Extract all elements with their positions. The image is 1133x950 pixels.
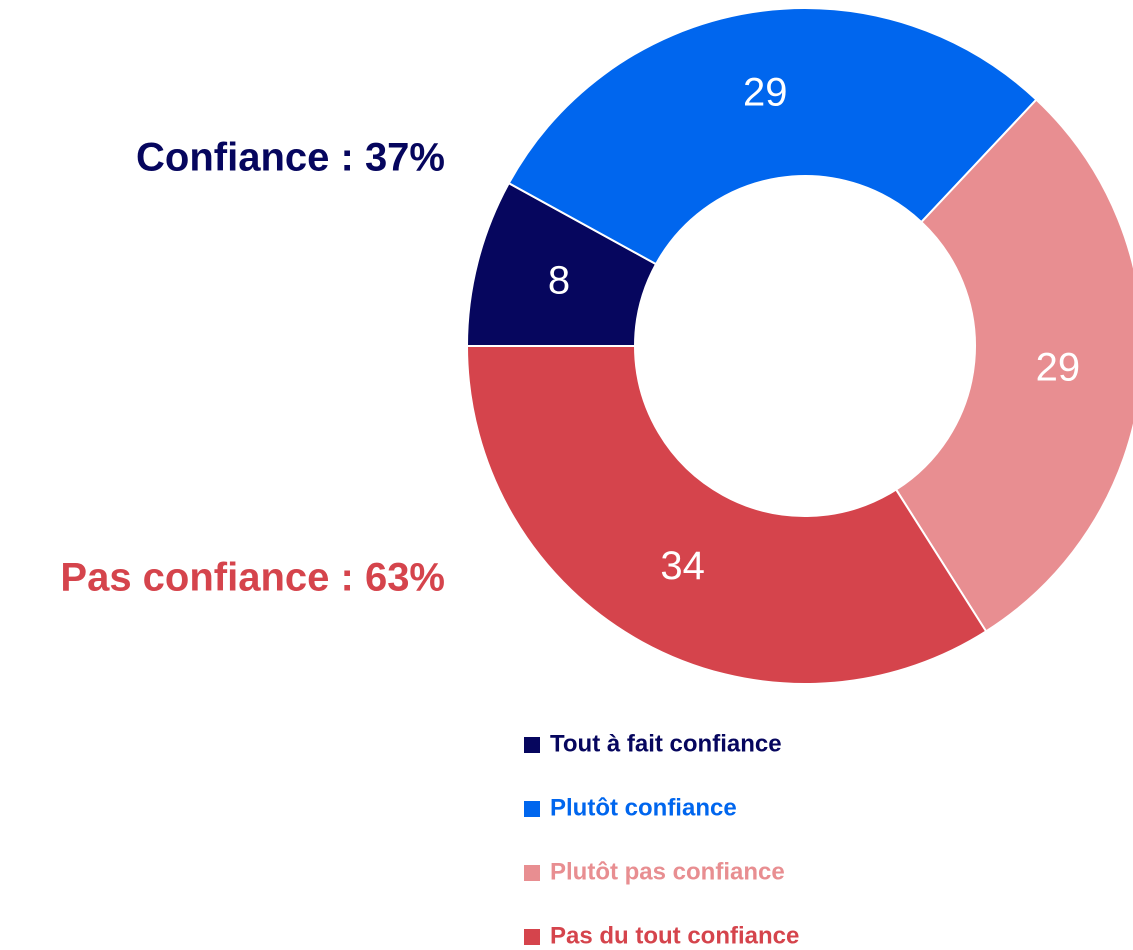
legend-swatch [524, 737, 540, 753]
donut-slice [507, 6, 1038, 266]
data-label: 34 [660, 544, 705, 588]
annotation: Pas confiance : 63% [60, 556, 445, 600]
legend-swatch [524, 865, 540, 881]
donut-slice [894, 98, 1133, 633]
data-label: 29 [743, 71, 788, 115]
legend-label: Plutôt pas confiance [550, 858, 785, 885]
legend-label: Pas du tout confiance [550, 922, 799, 949]
legend-label: Tout à fait confiance [550, 730, 782, 757]
legend-swatch [524, 929, 540, 945]
legend-label: Plutôt confiance [550, 794, 737, 821]
data-label: 8 [548, 258, 570, 302]
legend-swatch [524, 801, 540, 817]
annotation: Confiance : 37% [136, 136, 445, 180]
data-label: 29 [1036, 345, 1081, 389]
donut-slice [465, 345, 988, 685]
